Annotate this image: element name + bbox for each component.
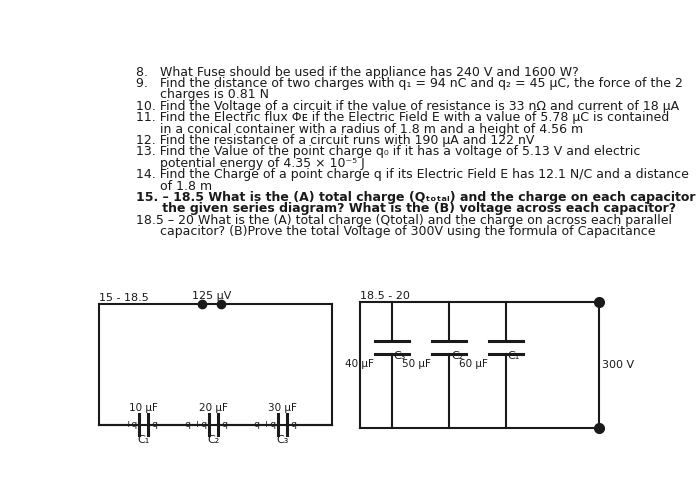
Text: 18.5 - 20: 18.5 - 20 [360,291,410,301]
Text: 125 μV: 125 μV [192,291,231,301]
Text: C₂: C₂ [208,435,220,445]
Text: 18.5 – 20 What is the (A) total charge (Qtotal) and the charge on across each pa: 18.5 – 20 What is the (A) total charge (… [136,214,672,227]
Text: -q +q: -q +q [183,420,208,429]
Text: -q: -q [289,420,298,429]
Text: C₂: C₂ [451,351,463,362]
Text: 12. Find the resistance of a circuit runs with 190 μA and 122 nV: 12. Find the resistance of a circuit run… [136,134,535,147]
Text: -q +q: -q +q [251,420,276,429]
Text: -q: -q [150,420,158,429]
Text: 60 μF: 60 μF [458,359,487,369]
Text: the given series diagram? What is the (B) voltage across each capacitor?: the given series diagram? What is the (B… [136,202,676,215]
Text: 15 - 18.5: 15 - 18.5 [99,293,149,303]
Text: in a conical container with a radius of 1.8 m and a height of 4.56 m: in a conical container with a radius of … [136,123,584,136]
Text: 13. Find the Value of the point charge q₀ if it has a voltage of 5.13 V and elec: 13. Find the Value of the point charge q… [136,145,640,158]
Text: 300 V: 300 V [602,360,634,370]
Text: +q: +q [124,420,137,429]
Text: 9.   Find the distance of two charges with q₁ = 94 nC and q₂ = 45 μC, the force : 9. Find the distance of two charges with… [136,77,683,90]
Text: C₃: C₃ [393,351,406,362]
Text: 10 μF: 10 μF [129,403,158,413]
Text: 50 μF: 50 μF [402,359,430,369]
Text: 14. Find the Charge of a point charge q if its Electric Field E has 12.1 N/C and: 14. Find the Charge of a point charge q … [136,168,690,181]
Text: 10. Find the Voltage of a circuit if the value of resistance is 33 nΩ and curren: 10. Find the Voltage of a circuit if the… [136,100,680,113]
Text: 15. – 18.5 What is the (A) total charge (Qₜₒₜₐₗ) and the charge on each capacito: 15. – 18.5 What is the (A) total charge … [136,191,700,204]
Text: -q: -q [220,420,229,429]
Text: 8.   What Fuse should be used if the appliance has 240 V and 1600 W?: 8. What Fuse should be used if the appli… [136,65,579,79]
Text: capacitor? (B)Prove the total Voltage of 300V using the formula of Capacitance: capacitor? (B)Prove the total Voltage of… [136,225,656,238]
Text: 20 μF: 20 μF [199,403,228,413]
Text: of 1.8 m: of 1.8 m [136,180,213,192]
Text: 30 μF: 30 μF [268,403,298,413]
Text: C₁: C₁ [137,435,149,445]
Text: 40 μF: 40 μF [344,359,374,369]
Text: potential energy of 4.35 × 10⁻⁵ J: potential energy of 4.35 × 10⁻⁵ J [136,157,365,170]
Text: C₃: C₃ [276,435,289,445]
Text: C₁: C₁ [508,351,520,362]
Text: 11. Find the Electric flux Φᴇ if the Electric Field E with a value of 5.78 μC is: 11. Find the Electric flux Φᴇ if the Ele… [136,111,670,124]
Text: charges is 0.81 N: charges is 0.81 N [136,88,270,102]
